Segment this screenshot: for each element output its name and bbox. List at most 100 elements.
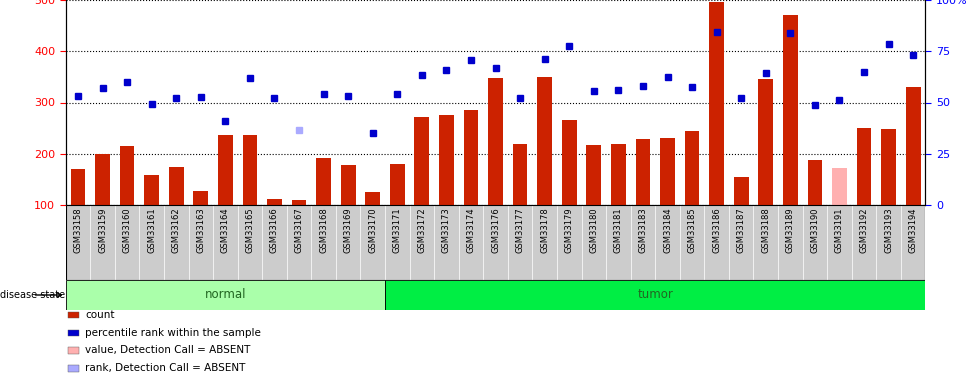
Bar [852,205,876,280]
Bar [139,205,164,280]
Bar [827,205,852,280]
Text: GSM33189: GSM33189 [785,207,795,253]
Bar [120,146,134,205]
Bar [513,144,527,205]
Text: GSM33162: GSM33162 [172,207,181,253]
Text: GSM33183: GSM33183 [639,207,647,253]
Bar [680,205,704,280]
Bar [316,158,331,205]
Text: GSM33187: GSM33187 [737,207,746,253]
Bar [242,135,257,205]
Text: GSM33169: GSM33169 [344,207,353,253]
Text: GSM33177: GSM33177 [516,207,525,253]
Text: GSM33176: GSM33176 [491,207,500,253]
Text: GSM33188: GSM33188 [761,207,770,253]
Text: tumor: tumor [638,288,673,302]
Text: GSM33166: GSM33166 [270,207,279,253]
Bar [287,205,311,280]
Text: GSM33180: GSM33180 [589,207,598,253]
Bar [410,205,434,280]
Text: GSM33179: GSM33179 [565,207,574,253]
Text: percentile rank within the sample: percentile rank within the sample [85,328,262,338]
Bar [483,205,508,280]
Bar [783,15,798,205]
Bar [188,205,213,280]
Bar [734,177,749,205]
Bar [193,190,208,205]
Bar [557,205,582,280]
Bar [440,116,454,205]
Bar [876,205,901,280]
Text: GSM33161: GSM33161 [147,207,156,253]
Bar [631,205,655,280]
Text: GSM33173: GSM33173 [441,207,451,253]
Bar [90,205,115,280]
Text: value, Detection Call = ABSENT: value, Detection Call = ABSENT [85,345,251,355]
Bar [385,205,410,280]
Bar [488,78,503,205]
Bar [385,280,925,310]
Bar [336,205,360,280]
Bar [906,87,921,205]
Bar [213,205,238,280]
Bar [218,135,233,205]
Bar [69,347,78,354]
Bar [582,205,606,280]
Bar [532,205,557,280]
Bar [832,168,847,205]
Bar [66,280,385,310]
Bar [390,164,405,205]
Text: GSM33170: GSM33170 [368,207,378,253]
Bar [414,117,429,205]
Bar [115,205,139,280]
Text: normal: normal [205,288,246,302]
Bar [508,205,532,280]
Bar [709,2,724,205]
Bar [606,205,631,280]
Text: GSM33164: GSM33164 [221,207,230,253]
Text: GSM33191: GSM33191 [835,207,844,253]
Bar [778,205,803,280]
Text: GSM33159: GSM33159 [98,207,107,253]
Bar [901,205,925,280]
Bar [238,205,262,280]
Bar [537,77,552,205]
Bar [341,165,355,205]
Bar [459,205,483,280]
Bar [636,140,650,205]
Bar [71,169,85,205]
Text: GSM33190: GSM33190 [810,207,819,253]
Text: GSM33171: GSM33171 [393,207,402,253]
Bar [655,205,680,280]
Text: GSM33192: GSM33192 [860,207,868,253]
Bar [808,160,822,205]
Bar [262,205,287,280]
Bar [292,200,306,205]
Bar [758,80,773,205]
Text: GSM33184: GSM33184 [663,207,672,253]
Bar [96,154,110,205]
Bar [611,144,626,205]
Text: GSM33167: GSM33167 [295,207,303,253]
Bar [660,138,675,205]
Bar [66,205,90,280]
Text: count: count [85,310,115,320]
Text: GSM33174: GSM33174 [467,207,475,253]
Bar [69,312,78,318]
Bar [360,205,385,280]
Bar [144,175,159,205]
Bar [729,205,753,280]
Bar [562,120,577,205]
Bar [857,128,871,205]
Text: GSM33193: GSM33193 [884,207,894,253]
Bar [464,110,478,205]
Bar [164,205,188,280]
Text: GSM33158: GSM33158 [73,207,82,253]
Text: GSM33168: GSM33168 [319,207,328,253]
Text: GSM33160: GSM33160 [123,207,131,253]
Bar [69,330,78,336]
Bar [753,205,778,280]
Bar [169,166,184,205]
Text: GSM33172: GSM33172 [417,207,426,253]
Bar [803,205,827,280]
